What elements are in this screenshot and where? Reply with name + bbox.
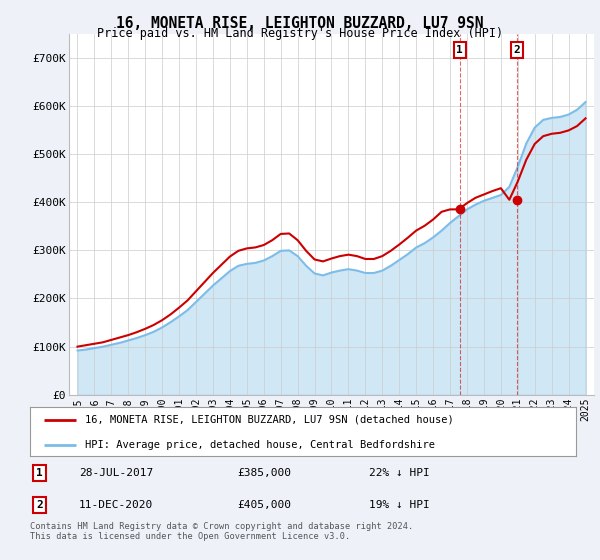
Text: 2: 2	[37, 500, 43, 510]
Text: 19% ↓ HPI: 19% ↓ HPI	[368, 500, 429, 510]
Text: 1: 1	[37, 468, 43, 478]
Text: 1: 1	[457, 45, 463, 55]
Text: £385,000: £385,000	[238, 468, 292, 478]
Text: Contains HM Land Registry data © Crown copyright and database right 2024.
This d: Contains HM Land Registry data © Crown c…	[30, 522, 413, 542]
Text: 16, MONETA RISE, LEIGHTON BUZZARD, LU7 9SN (detached house): 16, MONETA RISE, LEIGHTON BUZZARD, LU7 9…	[85, 415, 454, 425]
Text: 2: 2	[514, 45, 520, 55]
Text: 28-JUL-2017: 28-JUL-2017	[79, 468, 154, 478]
Text: 22% ↓ HPI: 22% ↓ HPI	[368, 468, 429, 478]
Text: HPI: Average price, detached house, Central Bedfordshire: HPI: Average price, detached house, Cent…	[85, 440, 434, 450]
Text: £405,000: £405,000	[238, 500, 292, 510]
Text: 16, MONETA RISE, LEIGHTON BUZZARD, LU7 9SN: 16, MONETA RISE, LEIGHTON BUZZARD, LU7 9…	[116, 16, 484, 31]
Text: Price paid vs. HM Land Registry's House Price Index (HPI): Price paid vs. HM Land Registry's House …	[97, 27, 503, 40]
Text: 11-DEC-2020: 11-DEC-2020	[79, 500, 154, 510]
